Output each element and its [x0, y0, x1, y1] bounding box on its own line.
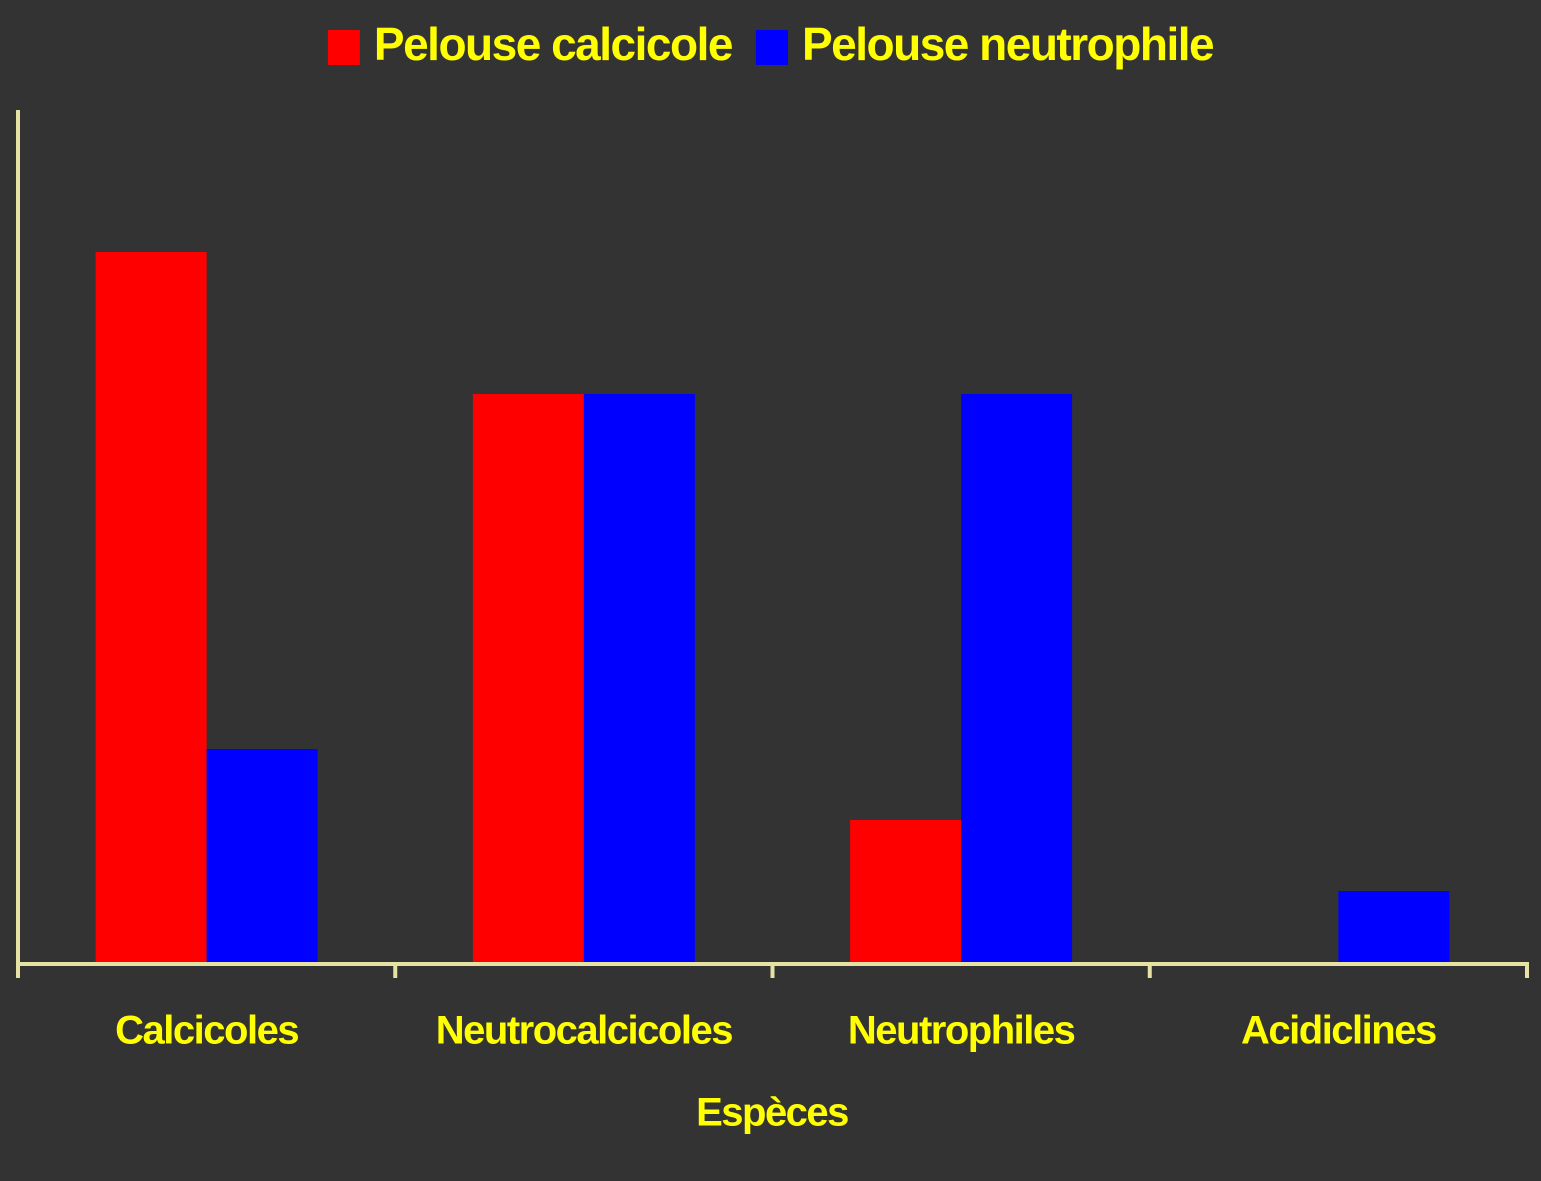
- bar: [472, 394, 584, 962]
- x-axis-title: Espèces: [696, 1091, 848, 1135]
- bar: [850, 820, 962, 962]
- bar: [206, 749, 318, 962]
- legend-swatch: [755, 30, 788, 65]
- x-tick-label: Neutrophiles: [848, 1009, 1075, 1053]
- bar: [95, 252, 207, 962]
- bar: [1338, 891, 1450, 962]
- x-tick-label: Calcicoles: [115, 1009, 298, 1053]
- legend-label: Pelouse calcicole: [374, 18, 733, 70]
- bar: [961, 394, 1073, 962]
- bar: [583, 394, 695, 962]
- x-tick-label: Neutrocalcicoles: [436, 1009, 732, 1053]
- legend-swatch: [327, 30, 360, 65]
- x-tick-label: Acidiclines: [1241, 1009, 1436, 1053]
- legend-label: Pelouse neutrophile: [802, 18, 1214, 70]
